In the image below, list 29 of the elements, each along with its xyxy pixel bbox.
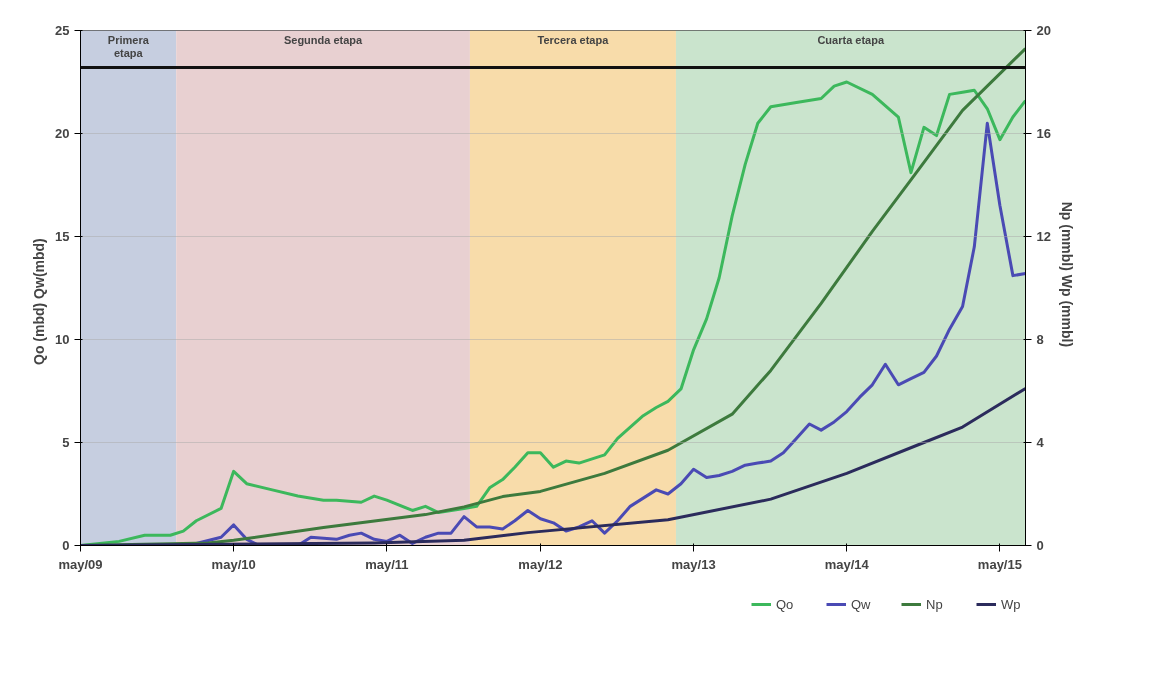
band-label: Cuarta etapa <box>817 33 885 46</box>
legend-label: Qo <box>776 596 795 612</box>
legend-label: Np <box>926 596 944 612</box>
y2-axis-title: Np (mmbl) Wp (mmbl) <box>1058 201 1075 348</box>
legend-label: Qw <box>851 596 871 612</box>
band-label: Segunda etapa <box>283 33 364 46</box>
y-tick-label: 10 <box>55 332 70 347</box>
x-tick-label: may/13 <box>671 556 716 572</box>
y2-tick-label: 12 <box>1036 229 1051 244</box>
x-tick-label: may/09 <box>58 556 103 572</box>
y2-tick-label: 20 <box>1036 23 1051 38</box>
y-tick-label: 15 <box>55 229 70 244</box>
x-tick-label: may/14 <box>824 556 870 572</box>
y2-tick-label: 0 <box>1036 538 1044 553</box>
band-label: Primera etapa <box>107 33 150 59</box>
y-axis-title: Qo (mbd) Qw(mbd) <box>31 238 48 365</box>
y-tick-label: 25 <box>55 23 70 38</box>
legend-label: Wp <box>1001 596 1021 612</box>
y-tick-label: 0 <box>62 538 70 553</box>
y2-tick-label: 4 <box>1036 435 1045 450</box>
x-tick-label: may/15 <box>977 556 1022 572</box>
y2-tick-label: 16 <box>1036 126 1051 141</box>
x-tick-label: may/12 <box>518 556 563 572</box>
y-tick-label: 5 <box>62 435 70 450</box>
x-tick-label: may/10 <box>211 556 256 572</box>
y2-tick-label: 8 <box>1036 332 1044 347</box>
y-tick-label: 20 <box>55 126 70 141</box>
x-tick-label: may/11 <box>365 556 409 572</box>
band-label: Tercera etapa <box>537 33 610 46</box>
